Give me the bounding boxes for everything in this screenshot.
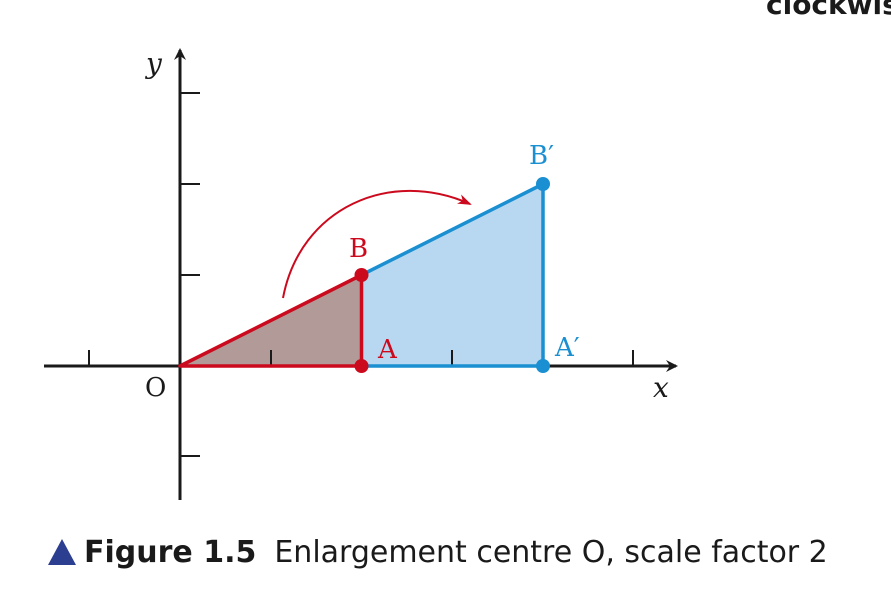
point-a-label: A xyxy=(377,335,398,365)
figure-number: Figure 1.5 xyxy=(84,534,257,570)
x-axis-label: x xyxy=(653,371,669,404)
point-b-label: B xyxy=(349,234,368,264)
y-axis-ticks xyxy=(180,92,200,457)
point-a-prime-label: A′ xyxy=(554,333,580,363)
image-triangle-outline xyxy=(360,182,545,368)
original-triangle-outline xyxy=(178,273,364,368)
x-axis-ticks xyxy=(88,350,634,366)
point-b-prime-label: B′ xyxy=(529,141,554,171)
enlargement-diagram: y x O A B A′ B′ xyxy=(44,47,678,500)
origin-label: O xyxy=(145,373,166,403)
y-axis-label: y xyxy=(144,47,163,80)
caption-triangle-icon xyxy=(48,539,76,565)
figure-caption-text: Enlargement centre O, scale factor 2 xyxy=(274,534,828,570)
figure-caption: Figure 1.5 Enlargement centre O, scale f… xyxy=(48,530,828,574)
point-b-prime-dot xyxy=(536,177,550,191)
curved-arrow-icon xyxy=(282,189,472,299)
point-a-dot xyxy=(354,359,369,373)
header-text-fragment: clockwis xyxy=(766,0,891,21)
point-b-dot xyxy=(354,268,369,282)
point-a-prime-dot xyxy=(536,359,550,373)
